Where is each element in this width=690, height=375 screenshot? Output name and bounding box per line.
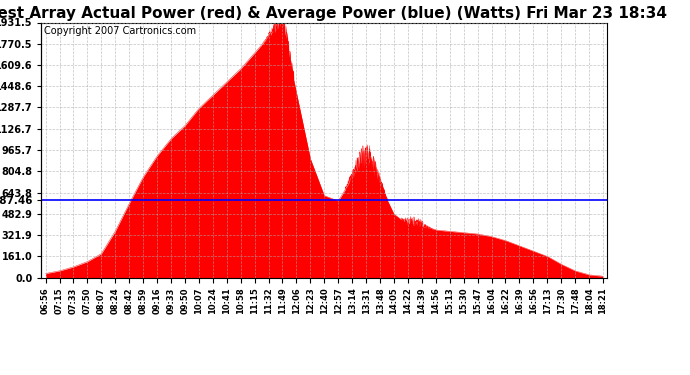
Text: Copyright 2007 Cartronics.com: Copyright 2007 Cartronics.com	[44, 26, 197, 36]
Title: West Array Actual Power (red) & Average Power (blue) (Watts) Fri Mar 23 18:34: West Array Actual Power (red) & Average …	[0, 6, 667, 21]
